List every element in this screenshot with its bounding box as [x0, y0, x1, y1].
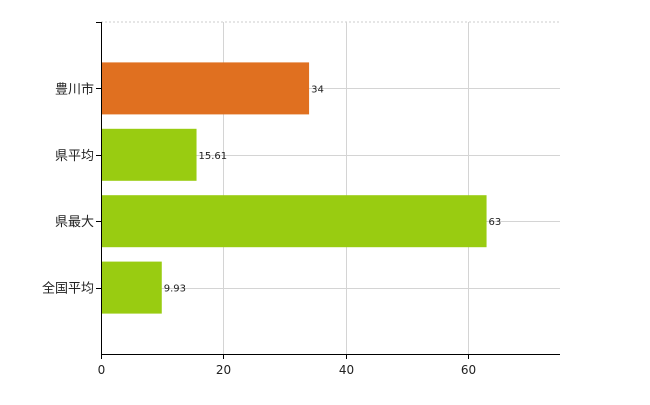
bar-4 [102, 261, 162, 314]
data-label-1: 34 [311, 84, 324, 95]
x-tick-label: 60 [461, 363, 476, 377]
labels: 34 豊川市 15.61 県平均 63 県最大 9.93 全国平均 0 20 40 60 [42, 81, 501, 377]
data-label-2: 15.61 [199, 151, 228, 162]
category-label-3: 県最大 [55, 215, 94, 230]
category-label-4: 全国平均 [42, 281, 94, 297]
x-tick-label: 0 [98, 363, 106, 377]
category-label-2: 県平均 [55, 149, 94, 164]
bar-3 [102, 195, 487, 248]
bars [102, 62, 487, 314]
x-tick-label: 20 [216, 363, 231, 377]
bar-1 [102, 62, 310, 115]
x-tick-label: 40 [339, 363, 354, 377]
bar-2 [102, 128, 197, 181]
category-label-1: 豊川市 [55, 81, 94, 97]
data-label-4: 9.93 [164, 284, 186, 295]
data-label-3: 63 [489, 217, 502, 228]
axes [96, 22, 560, 359]
